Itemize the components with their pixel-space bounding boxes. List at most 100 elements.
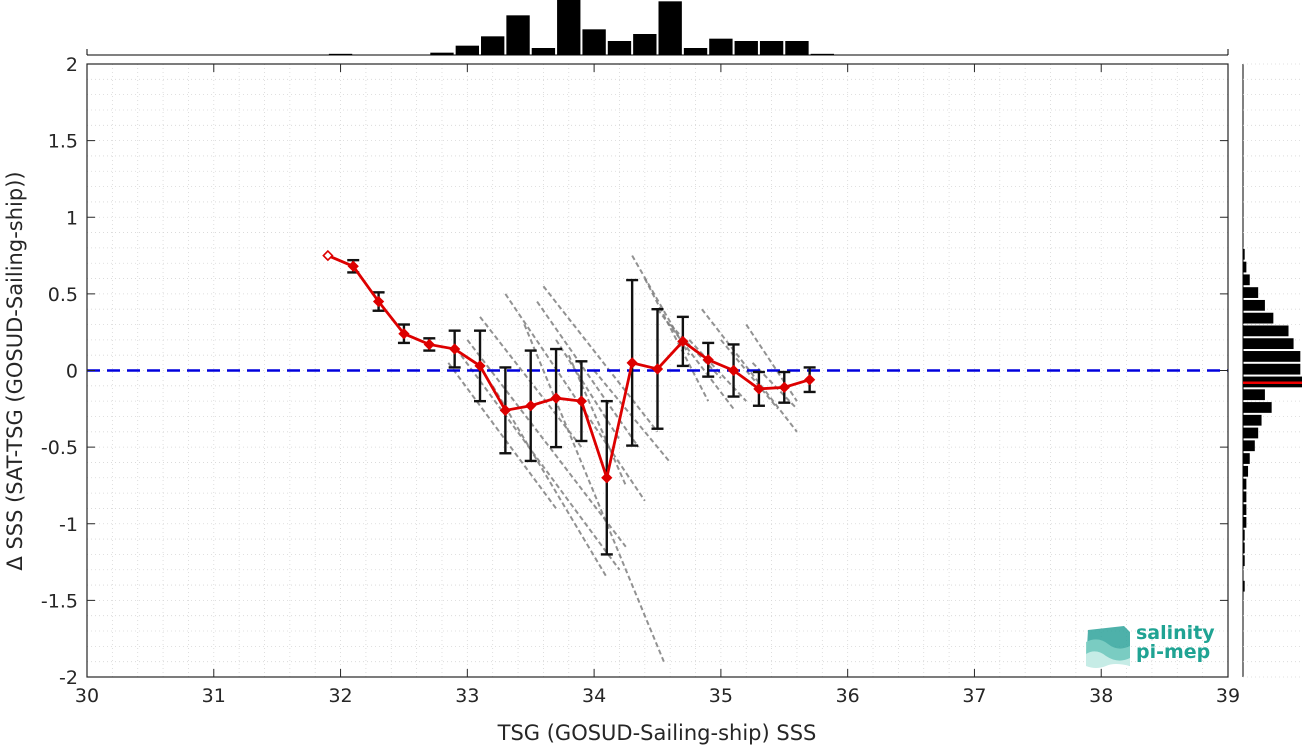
- logo-line2: pi-mep: [1136, 641, 1210, 663]
- mean-point: [702, 354, 714, 366]
- scatter-streak: [523, 324, 665, 663]
- scatter-streak: [536, 300, 640, 448]
- x-tick-label: 35: [709, 685, 733, 707]
- x-tick-label: 39: [1216, 685, 1240, 707]
- right-histogram-bar: [1243, 542, 1245, 554]
- right-histogram-bar: [1243, 427, 1259, 439]
- mean-point: [372, 295, 385, 308]
- scatter-streak: [720, 339, 779, 410]
- y-tick-label: -1.5: [41, 590, 78, 612]
- y-axis-label: Δ SSS (SAT-TSG (GOSUD-Sailing-ship)): [3, 171, 27, 570]
- x-tick-label: 30: [75, 685, 99, 707]
- scatter-streak: [466, 339, 627, 548]
- right-histogram-bar: [1243, 261, 1247, 273]
- right-histogram: [1242, 63, 1302, 678]
- top-histogram-bar: [531, 48, 556, 55]
- scatter-streak: [631, 255, 691, 356]
- right-histogram-bar: [1243, 402, 1272, 413]
- x-tick-labels: 30 31 32 33 34 35 36 37 38 39: [75, 64, 1240, 707]
- x-axis-label: TSG (GOSUD-Sailing-ship) SSS: [497, 721, 817, 745]
- y-tick-label: 0.5: [48, 284, 78, 306]
- mean-point: [778, 381, 790, 393]
- right-histogram-bar: [1243, 504, 1247, 515]
- error-bars: [347, 258, 816, 556]
- mean-point: [398, 328, 410, 340]
- scatter-streak: [542, 285, 659, 433]
- right-histogram-bar: [1243, 312, 1274, 324]
- x-tick-label: 34: [582, 685, 606, 707]
- mean-point: [525, 400, 537, 412]
- logo-line1: salinity: [1136, 622, 1215, 644]
- mean-point: [575, 395, 588, 407]
- scatter-streak: [567, 354, 627, 486]
- top-histogram-bar: [481, 36, 505, 55]
- scatter-streak: [447, 362, 557, 510]
- mean-line: [322, 249, 816, 484]
- right-histogram-bar: [1243, 453, 1250, 464]
- scatter-streak: [643, 278, 710, 402]
- top-histogram-bar: [734, 41, 758, 55]
- mean-point: [626, 357, 638, 369]
- right-histogram-bar: [1243, 555, 1245, 567]
- top-histogram-bar: [683, 48, 708, 55]
- mean-point: [474, 360, 486, 372]
- right-histogram-bar: [1243, 389, 1265, 401]
- top-histogram-bar: [328, 53, 353, 55]
- right-histogram-bar: [1243, 440, 1255, 452]
- right-histogram-bar: [1243, 338, 1294, 350]
- right-histogram-bar: [1243, 491, 1247, 503]
- mean-point: [601, 472, 613, 484]
- scatter-streak: [504, 293, 646, 502]
- mean-point: [499, 404, 511, 416]
- top-histogram-bar: [506, 15, 530, 56]
- mean-point: [423, 338, 435, 351]
- mean-point: [727, 364, 740, 377]
- right-histogram-bar: [1243, 287, 1259, 298]
- scatter-streaks: [447, 255, 798, 663]
- right-histogram-bar: [1243, 274, 1250, 286]
- mean-point: [347, 260, 359, 272]
- right-histogram-bar: [1243, 414, 1262, 426]
- top-histogram-bar: [582, 29, 606, 55]
- x-tick-label: 36: [836, 685, 860, 707]
- top-histogram-bar: [658, 1, 682, 56]
- top-histogram-bar: [455, 45, 480, 55]
- top-histogram-bar: [709, 38, 733, 55]
- top-histogram-bar: [785, 41, 809, 55]
- mean-point: [550, 392, 562, 404]
- right-histogram-bar: [1243, 299, 1265, 311]
- right-histogram-bar: [1243, 580, 1245, 592]
- mean-line-path: [327, 254, 811, 484]
- y-tick-label: 2: [66, 54, 78, 76]
- top-histogram: [86, 0, 1229, 56]
- right-histogram-bar: [1243, 248, 1245, 260]
- right-histogram-bar: [1243, 325, 1289, 337]
- mean-point: [322, 249, 334, 262]
- top-histogram-bar: [759, 41, 784, 55]
- y-tick-label: -0.5: [41, 437, 78, 459]
- x-tick-label: 31: [202, 685, 226, 707]
- right-histogram-bar: [1243, 465, 1249, 477]
- y-tick-label: -2: [59, 667, 78, 689]
- mean-point: [804, 374, 816, 386]
- right-histogram-bar: [1243, 516, 1247, 528]
- x-tick-label: 37: [962, 685, 986, 707]
- mean-point: [753, 383, 765, 395]
- y-tick-label: 1: [66, 207, 78, 229]
- scatter-streak: [555, 339, 621, 440]
- right-histogram-bar: [1243, 478, 1247, 490]
- top-histogram-bar: [633, 34, 657, 55]
- mean-point: [677, 335, 689, 348]
- top-histogram-bar: [430, 52, 454, 55]
- y-tick-label: 0: [66, 361, 78, 383]
- scatter-streak: [491, 385, 608, 578]
- top-histogram-bar: [810, 53, 834, 55]
- top-histogram-bar: [607, 41, 632, 55]
- x-tick-label: 32: [328, 685, 352, 707]
- y-tick-label: -1: [59, 514, 78, 536]
- x-tick-label: 38: [1089, 685, 1113, 707]
- salinity-pi-mep-logo: salinity pi-mep: [1086, 622, 1215, 668]
- x-tick-label: 33: [455, 685, 479, 707]
- right-histogram-bar: [1243, 351, 1301, 362]
